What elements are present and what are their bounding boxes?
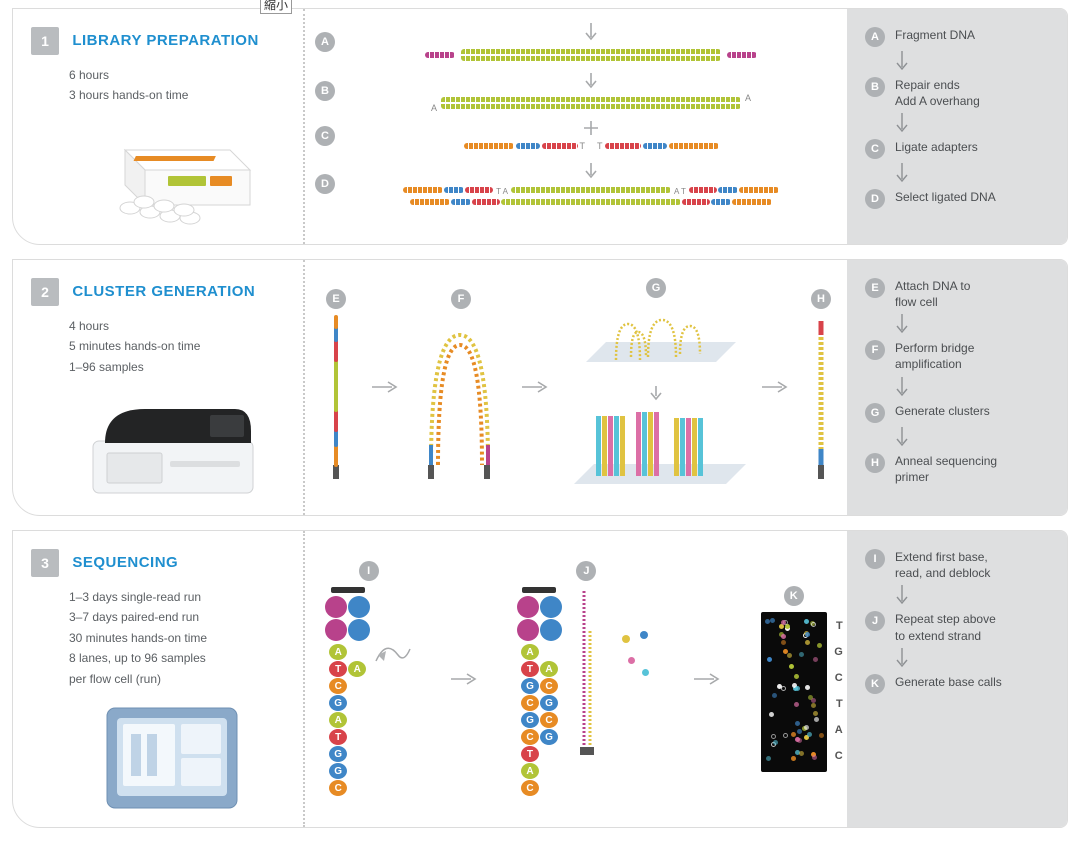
- arrow-icon: [895, 648, 1053, 670]
- equipment-sequencer: [61, 703, 289, 813]
- stage-desc-2: 4 hours 5 minutes hands-on time 1–96 sam…: [69, 316, 289, 377]
- legend-E: E: [865, 278, 885, 298]
- desc-line: 1–3 days single-read run: [69, 587, 289, 607]
- legend-F: F: [865, 340, 885, 360]
- badge-E: E: [326, 289, 346, 309]
- panel2-diagram: E F: [303, 260, 847, 515]
- panel3-legend: I Extend first base, read, and deblock JR…: [847, 531, 1067, 827]
- stage-number-2: 2: [31, 278, 59, 306]
- panel2-left: 2 CLUSTER GENERATION 4 hours 5 minutes h…: [13, 260, 303, 515]
- legend-K: K: [865, 674, 885, 694]
- badge-C: C: [315, 126, 335, 146]
- seq-stack-J: ATAGCCGGCCGTAC: [517, 587, 562, 796]
- panel1-diagram: A B A A C: [303, 9, 847, 244]
- legend-G: G: [865, 403, 885, 423]
- badge-B: B: [315, 81, 335, 101]
- stage-title-2: CLUSTER GENERATION: [72, 278, 255, 306]
- stage-desc-1: 6 hours 3 hours hands-on time: [69, 65, 289, 106]
- desc-line: 3 hours hands-on time: [69, 85, 289, 105]
- legend-I-text: Extend first base, read, and deblock: [895, 549, 990, 581]
- panel3-left: 3 SEQUENCING 1–3 days single-read run 3–…: [13, 531, 303, 827]
- badge-A: A: [315, 32, 335, 52]
- legend-J: J: [865, 611, 885, 631]
- badge-K: K: [784, 586, 804, 606]
- stage-title-3: SEQUENCING: [72, 549, 178, 577]
- arrow-icon: [451, 671, 479, 687]
- legend-E-text: Attach DNA to flow cell: [895, 278, 970, 310]
- equipment-cbot: [61, 391, 289, 501]
- legend-K-text: Generate base calls: [895, 674, 1002, 690]
- arrow-icon: [895, 314, 1053, 336]
- badge-G: G: [646, 278, 666, 298]
- legend-D: D: [865, 189, 885, 209]
- panel3-diagram: I ATACGATGGC J ATAGCCGGCCGTAC: [303, 531, 847, 827]
- stage-number-3: 3: [31, 549, 59, 577]
- legend-F-text: Perform bridge amplification: [895, 340, 974, 372]
- arrow-icon: [895, 377, 1053, 399]
- arrow-icon: [694, 671, 722, 687]
- badge-D: D: [315, 174, 335, 194]
- desc-line: 1–96 samples: [69, 357, 289, 377]
- legend-I: I: [865, 549, 885, 569]
- legend-C-text: Ligate adapters: [895, 139, 978, 155]
- panel-cluster-generation: 2 CLUSTER GENERATION 4 hours 5 minutes h…: [12, 259, 1068, 516]
- arrow-icon: [895, 51, 1053, 73]
- arrow-icon: [895, 585, 1053, 607]
- seq-stack-I: ATACGATGGC: [325, 587, 370, 796]
- desc-line: 4 hours: [69, 316, 289, 336]
- stage-title-1: LIBRARY PREPARATION: [72, 27, 258, 55]
- legend-A: A: [865, 27, 885, 47]
- legend-C: C: [865, 139, 885, 159]
- legend-A-text: Fragment DNA: [895, 27, 975, 43]
- arrow-icon: [372, 379, 400, 395]
- legend-H-text: Anneal sequencing primer: [895, 453, 997, 485]
- readout-panel: TGCTAC: [761, 612, 827, 772]
- desc-line: 6 hours: [69, 65, 289, 85]
- badge-I: I: [359, 561, 379, 581]
- legend-H: H: [865, 453, 885, 473]
- badge-F: F: [451, 289, 471, 309]
- legend-G-text: Generate clusters: [895, 403, 990, 419]
- panel1-legend: A Fragment DNA B Repair ends Add A overhan…: [847, 9, 1067, 244]
- badge-J: J: [576, 561, 596, 581]
- legend-J-text: Repeat step above to extend strand: [895, 611, 996, 643]
- legend-B-text: Repair ends Add A overhang: [895, 77, 980, 109]
- panel-library-preparation: 1 LIBRARY PREPARATION 6 hours 3 hours ha…: [12, 8, 1068, 245]
- arrow-icon: [895, 163, 1053, 185]
- desc-line: 8 lanes, up to 96 samples per flow cell …: [69, 648, 289, 689]
- legend-B: B: [865, 77, 885, 97]
- equipment-kit: [61, 120, 289, 230]
- panel-sequencing: 3 SEQUENCING 1–3 days single-read run 3–…: [12, 530, 1068, 828]
- desc-line: 30 minutes hands-on time: [69, 628, 289, 648]
- arrow-icon: [522, 379, 550, 395]
- arrow-icon: [895, 113, 1053, 135]
- desc-line: 3–7 days paired-end run: [69, 607, 289, 627]
- legend-D-text: Select ligated DNA: [895, 189, 996, 205]
- panel1-left: 1 LIBRARY PREPARATION 6 hours 3 hours ha…: [13, 9, 303, 244]
- arrow-icon: [895, 427, 1053, 449]
- badge-H: H: [811, 289, 831, 309]
- arrow-icon: [762, 379, 790, 395]
- stage-desc-3: 1–3 days single-read run 3–7 days paired…: [69, 587, 289, 689]
- desc-line: 5 minutes hands-on time: [69, 336, 289, 356]
- panel2-legend: E Attach DNA to flow cell F Perform bridge…: [847, 260, 1067, 515]
- stage-number-1: 1: [31, 27, 59, 55]
